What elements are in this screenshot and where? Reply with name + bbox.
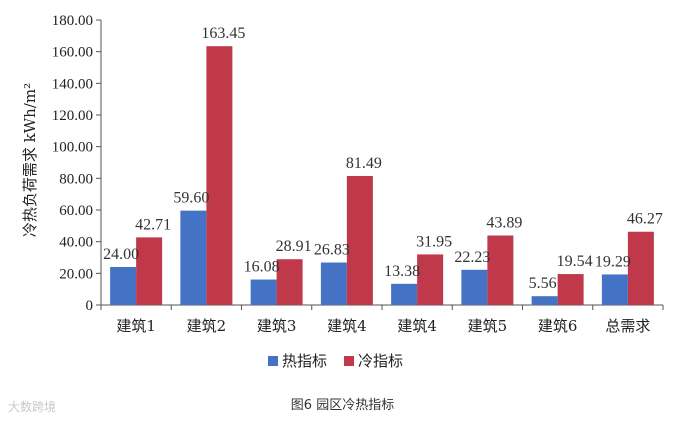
bar-cool [276,259,303,305]
bar-heat [601,274,628,305]
data-label: 31.95 [416,233,452,250]
bar-heat [250,279,277,305]
data-label: 46.27 [627,211,663,228]
data-label: 28.91 [276,238,312,255]
bar-cool [627,231,654,305]
legend: 热指标 冷指标 [268,352,403,370]
data-label: 42.71 [135,216,171,233]
bar-heat [391,283,418,305]
bar-cool [417,254,444,305]
y-tick-label: 20.00 [59,266,93,282]
figure-caption: 图6 园区冷热指标 [290,398,395,413]
x-category-label: 建筑3 [257,317,297,335]
y-tick-label: 100.00 [52,140,93,156]
y-tick-label: 40.00 [59,235,93,251]
bar-cool [206,46,233,306]
x-category-label: 建筑4 [397,317,437,335]
x-category-label: 建筑6 [538,317,578,335]
bars [110,46,654,306]
bar-heat [461,269,488,305]
data-label: 16.08 [244,259,280,276]
y-axis-title-group: 冷热负荷需求 kWh/m² [21,83,39,237]
bar-cool [346,175,373,305]
x-category-label: 建筑5 [468,317,508,335]
data-label: 26.83 [314,242,350,259]
data-label: 59.60 [173,190,209,207]
y-axis-title: 冷热负荷需求 kWh/m² [21,83,39,237]
data-label: 43.89 [486,215,522,232]
x-category-label: 总需求 [605,317,650,335]
data-label: 5.56 [529,275,557,292]
legend-label: 热指标 [282,352,327,370]
x-category-label: 建筑2 [187,317,227,335]
y-tick-label: 60.00 [59,203,93,219]
bar-heat [531,296,558,305]
data-label: 19.54 [557,253,593,270]
y-tick-label: 80.00 [59,171,93,187]
data-label: 24.00 [103,246,139,263]
bar-heat [180,210,207,305]
bar-heat [110,267,137,305]
y-tick-label: 140.00 [52,76,93,92]
y-tick-label: 0 [86,298,94,314]
bar-cool [136,237,163,305]
bar-cool [557,274,584,305]
axes: 0 20.00 40.00 60.00 80.00 100.00 120.00 140.00 1… [52,13,664,335]
data-label: 22.23 [454,249,490,266]
data-label: 163.45 [201,25,245,42]
bar-heat [320,262,347,305]
legend-label: 冷指标 [358,352,403,370]
data-label: 19.29 [595,253,631,270]
legend-swatch [268,356,278,366]
y-tick-label: 180.00 [52,13,93,29]
x-category-label: 建筑4 [327,317,367,335]
watermark: 大数跨境 [8,400,57,414]
legend-swatch [344,356,354,366]
bar-cool [487,235,514,305]
y-tick-label: 160.00 [52,45,93,61]
x-category-label: 建筑1 [116,317,156,335]
data-label: 13.38 [384,263,420,280]
y-tick-label: 120.00 [52,108,93,124]
data-label: 81.49 [346,155,382,172]
